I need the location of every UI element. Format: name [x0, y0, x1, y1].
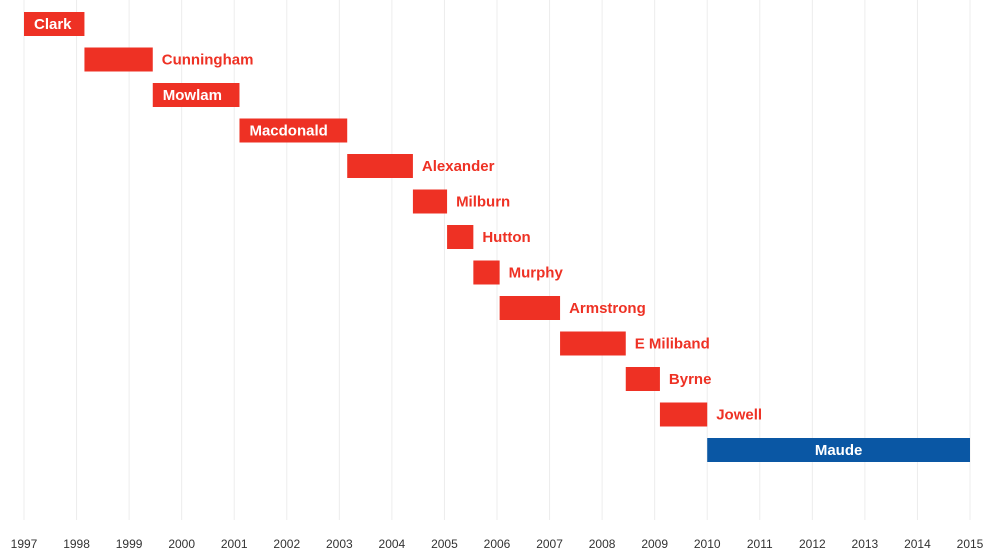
x-tick-label: 2014 — [904, 537, 931, 551]
x-tick-label: 2010 — [694, 537, 721, 551]
gridlines — [23, 0, 971, 520]
bar-label-byrne: Byrne — [669, 371, 712, 388]
bar-label-murphy: Murphy — [509, 265, 564, 282]
bar-label-milburn: Milburn — [456, 194, 510, 211]
x-tick-label: 2012 — [799, 537, 826, 551]
bar-milburn — [412, 189, 448, 214]
bars — [24, 12, 970, 462]
x-tick-label: 1999 — [116, 537, 143, 551]
x-tick-label: 2006 — [484, 537, 511, 551]
bar-clark — [24, 12, 85, 36]
bar-label-alexander: Alexander — [422, 158, 495, 175]
bar-e-miliband — [560, 331, 626, 356]
x-tick-label: 2000 — [168, 537, 195, 551]
bar-label-mowlam: Mowlam — [163, 87, 222, 104]
x-tick-label: 1998 — [63, 537, 90, 551]
bar-label-clark: Clark — [34, 16, 72, 33]
bar-byrne — [625, 367, 660, 391]
bar-alexander — [347, 154, 413, 178]
x-axis-ticks: 1997 1998 1999 2000 2001 2002 2003 2004 2005 2006… — [11, 537, 984, 551]
bar-hutton — [447, 225, 474, 249]
x-tick-label: 2013 — [852, 537, 879, 551]
x-tick-label: 2009 — [641, 537, 668, 551]
bar-maude — [707, 438, 970, 462]
x-tick-label: 2015 — [957, 537, 984, 551]
bar-label-cunningham: Cunningham — [162, 52, 254, 69]
bar-jowell — [659, 402, 708, 427]
bar-label-macdonald: Macdonald — [249, 123, 327, 140]
x-tick-label: 2008 — [589, 537, 616, 551]
bar-label-e-miliband: E Miliband — [635, 336, 710, 353]
x-tick-label: 2005 — [431, 537, 458, 551]
bar-label-jowell: Jowell — [716, 407, 762, 424]
x-tick-label: 2003 — [326, 537, 353, 551]
bar-mowlam — [152, 83, 240, 107]
bar-label-armstrong: Armstrong — [569, 300, 646, 317]
x-tick-label: 2011 — [747, 537, 773, 551]
bar-label-maude: Maude — [815, 442, 863, 459]
x-tick-label: 2001 — [221, 537, 248, 551]
x-tick-label: 2002 — [273, 537, 300, 551]
x-tick-label: 2007 — [536, 537, 563, 551]
bar-labels: Clark Cunningham Mowlam Macdonald Alexander M… — [34, 16, 862, 459]
x-tick-label: 2004 — [379, 537, 406, 551]
bar-armstrong — [499, 296, 561, 320]
bar-cunningham — [84, 47, 153, 72]
bar-label-hutton: Hutton — [482, 229, 530, 246]
x-tick-label: 1997 — [11, 537, 38, 551]
bar-murphy — [473, 260, 500, 285]
bar-macdonald — [239, 118, 348, 143]
